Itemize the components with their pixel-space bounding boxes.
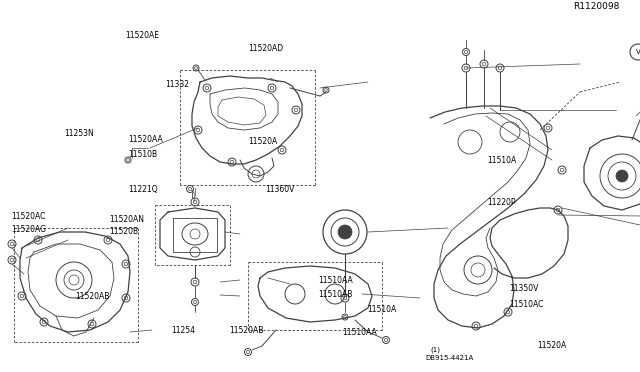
Text: V: V [636,49,640,55]
Text: (1): (1) [430,346,440,353]
Text: 11350V: 11350V [509,284,538,293]
Circle shape [616,170,628,182]
Text: 11510AB: 11510AB [318,291,353,299]
Text: 11520AC: 11520AC [12,212,46,221]
Text: 11221Q: 11221Q [128,185,157,194]
Text: 11510AC: 11510AC [509,300,543,309]
Text: 11520AA: 11520AA [128,135,163,144]
Text: DB915-4421A: DB915-4421A [426,355,474,361]
Text: 11520A: 11520A [248,137,278,146]
Text: 11510AA: 11510AA [342,328,377,337]
Text: 11510AA: 11510AA [318,276,353,285]
Text: 11520AB: 11520AB [229,326,264,335]
Text: 11253N: 11253N [64,129,93,138]
Text: R1120098: R1120098 [573,2,619,11]
Text: 11360V: 11360V [266,185,295,194]
Text: 11510A: 11510A [367,305,397,314]
Text: 11510B: 11510B [128,150,157,159]
Text: 11520B: 11520B [109,227,138,236]
Text: 11254: 11254 [172,326,196,335]
Text: 11520AB: 11520AB [76,292,110,301]
Text: 11520AN: 11520AN [109,215,144,224]
Text: 11520AE: 11520AE [125,31,159,40]
Circle shape [338,225,352,239]
Text: 11520AG: 11520AG [12,225,47,234]
Text: 11520A: 11520A [538,341,567,350]
Text: 11220P: 11220P [488,198,516,207]
Text: 11332: 11332 [165,80,189,89]
Text: 11520AD: 11520AD [248,44,284,53]
Text: 11510A: 11510A [488,156,517,165]
